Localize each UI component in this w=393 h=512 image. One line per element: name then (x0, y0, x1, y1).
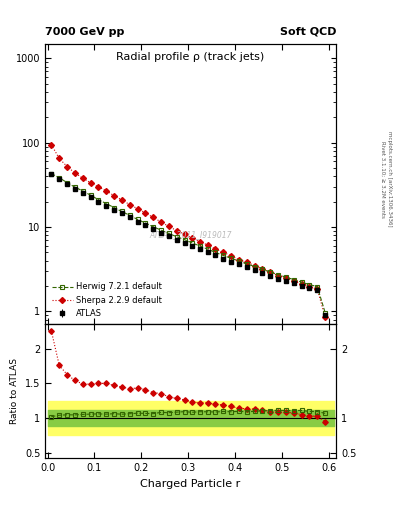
Herwig 7.2.1 default (190, 240, 195, 246)
Sherpa 2.2.9 default (182, 231, 187, 238)
Herwig 7.2.1 default (213, 249, 218, 255)
Herwig 7.2.1 default (65, 180, 70, 186)
Herwig 7.2.1 default (198, 243, 202, 249)
Line: Sherpa 2.2.9 default: Sherpa 2.2.9 default (49, 142, 327, 319)
Sherpa 2.2.9 default (315, 286, 320, 292)
Herwig 7.2.1 default (237, 258, 241, 264)
Herwig 7.2.1 default (135, 217, 140, 223)
Y-axis label: Ratio to ATLAS: Ratio to ATLAS (10, 358, 19, 424)
Herwig 7.2.1 default (159, 227, 163, 233)
Herwig 7.2.1 default (244, 261, 249, 267)
Sherpa 2.2.9 default (96, 184, 101, 190)
Herwig 7.2.1 default (174, 233, 179, 240)
Herwig 7.2.1 default (104, 201, 108, 207)
Sherpa 2.2.9 default (229, 253, 234, 259)
Sherpa 2.2.9 default (72, 169, 77, 176)
Herwig 7.2.1 default (127, 212, 132, 218)
Sherpa 2.2.9 default (80, 175, 85, 181)
Herwig 7.2.1 default (96, 197, 101, 203)
Sherpa 2.2.9 default (174, 227, 179, 233)
Herwig 7.2.1 default (221, 252, 226, 259)
Sherpa 2.2.9 default (104, 187, 108, 194)
Sherpa 2.2.9 default (221, 249, 226, 255)
Sherpa 2.2.9 default (260, 266, 265, 272)
Sherpa 2.2.9 default (166, 223, 171, 229)
Sherpa 2.2.9 default (299, 281, 304, 287)
Herwig 7.2.1 default (307, 282, 312, 288)
Herwig 7.2.1 default (143, 220, 147, 226)
Herwig 7.2.1 default (119, 208, 124, 215)
Sherpa 2.2.9 default (119, 197, 124, 203)
Line: Herwig 7.2.1 default: Herwig 7.2.1 default (49, 171, 328, 315)
Sherpa 2.2.9 default (213, 246, 218, 252)
Herwig 7.2.1 default (166, 230, 171, 237)
Sherpa 2.2.9 default (206, 242, 210, 248)
Sherpa 2.2.9 default (135, 206, 140, 212)
Sherpa 2.2.9 default (198, 239, 202, 245)
Sherpa 2.2.9 default (112, 193, 116, 199)
Herwig 7.2.1 default (80, 188, 85, 194)
Sherpa 2.2.9 default (283, 275, 288, 281)
Sherpa 2.2.9 default (244, 260, 249, 266)
Sherpa 2.2.9 default (88, 180, 93, 186)
Herwig 7.2.1 default (283, 274, 288, 280)
Text: Soft QCD: Soft QCD (279, 27, 336, 37)
Herwig 7.2.1 default (229, 255, 234, 262)
Sherpa 2.2.9 default (292, 278, 296, 284)
Sherpa 2.2.9 default (159, 219, 163, 225)
Herwig 7.2.1 default (292, 276, 296, 283)
Herwig 7.2.1 default (315, 284, 320, 290)
Herwig 7.2.1 default (260, 266, 265, 272)
Herwig 7.2.1 default (112, 205, 116, 211)
Sherpa 2.2.9 default (276, 272, 281, 279)
Herwig 7.2.1 default (323, 310, 328, 316)
Herwig 7.2.1 default (206, 246, 210, 252)
Herwig 7.2.1 default (276, 272, 281, 278)
Sherpa 2.2.9 default (323, 314, 328, 321)
Sherpa 2.2.9 default (65, 164, 70, 170)
Legend: Herwig 7.2.1 default, Sherpa 2.2.9 default, ATLAS: Herwig 7.2.1 default, Sherpa 2.2.9 defau… (50, 280, 164, 321)
Herwig 7.2.1 default (57, 175, 62, 181)
Sherpa 2.2.9 default (127, 201, 132, 207)
Sherpa 2.2.9 default (237, 257, 241, 263)
Sherpa 2.2.9 default (57, 156, 62, 162)
Text: 7000 GeV pp: 7000 GeV pp (45, 27, 125, 37)
Sherpa 2.2.9 default (49, 141, 54, 147)
Sherpa 2.2.9 default (253, 263, 257, 269)
Text: Rivet 3.1.10; ≥ 3.2M events: Rivet 3.1.10; ≥ 3.2M events (381, 141, 386, 218)
Herwig 7.2.1 default (88, 192, 93, 198)
Herwig 7.2.1 default (72, 184, 77, 190)
Text: Radial profile ρ (track jets): Radial profile ρ (track jets) (116, 52, 265, 62)
X-axis label: Charged Particle r: Charged Particle r (140, 479, 241, 488)
Herwig 7.2.1 default (49, 170, 54, 177)
Herwig 7.2.1 default (268, 269, 273, 275)
Herwig 7.2.1 default (253, 264, 257, 270)
Sherpa 2.2.9 default (151, 215, 156, 221)
Sherpa 2.2.9 default (143, 209, 147, 216)
Sherpa 2.2.9 default (190, 235, 195, 241)
Herwig 7.2.1 default (299, 279, 304, 285)
Herwig 7.2.1 default (151, 224, 156, 230)
Sherpa 2.2.9 default (307, 284, 312, 290)
Text: mcplots.cern.ch [arXiv:1306.3436]: mcplots.cern.ch [arXiv:1306.3436] (387, 132, 391, 227)
Sherpa 2.2.9 default (268, 269, 273, 275)
Text: ATLAS_2011_I919017: ATLAS_2011_I919017 (149, 230, 232, 239)
Herwig 7.2.1 default (182, 237, 187, 243)
